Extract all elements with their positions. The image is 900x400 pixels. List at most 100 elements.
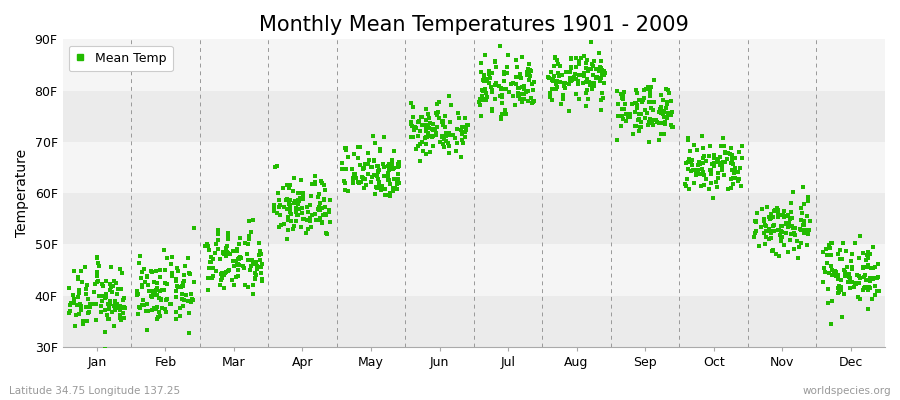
Point (150, 292, 165, 299)
Point (425, 134, 439, 141)
Point (658, 118, 672, 125)
Point (562, 75, 577, 81)
Point (284, 202, 298, 208)
Point (138, 302, 152, 308)
Point (793, 204, 807, 211)
Point (643, 93, 657, 100)
Point (685, 157, 699, 164)
Point (322, 207, 337, 214)
Point (711, 175, 725, 182)
Point (665, 124, 680, 130)
Point (88, 281, 103, 288)
Point (276, 221, 291, 228)
Point (311, 216, 326, 223)
Point (370, 173, 384, 179)
Point (572, 78, 586, 84)
Point (185, 296, 200, 303)
Point (106, 283, 121, 289)
Point (772, 232, 787, 238)
Point (338, 186, 352, 193)
Point (288, 218, 302, 224)
Point (240, 250, 255, 257)
Point (223, 251, 238, 257)
Point (102, 304, 116, 311)
Point (267, 206, 282, 212)
Bar (62, 91, 885, 142)
Point (832, 290, 846, 296)
Point (800, 193, 814, 200)
Point (420, 130, 435, 136)
Point (632, 111, 646, 117)
Point (594, 75, 608, 81)
Point (413, 114, 428, 120)
Point (426, 133, 440, 139)
Point (576, 72, 590, 78)
Point (572, 72, 586, 78)
Point (764, 214, 778, 221)
Point (186, 225, 201, 231)
Point (430, 124, 445, 130)
Point (454, 136, 469, 143)
Point (689, 147, 704, 154)
Point (598, 71, 612, 78)
Point (853, 233, 868, 239)
Point (563, 78, 578, 84)
Point (212, 256, 227, 262)
Point (155, 287, 169, 294)
Point (319, 187, 333, 193)
Point (140, 308, 154, 314)
Point (513, 74, 527, 80)
Point (284, 210, 298, 217)
Point (834, 314, 849, 321)
Point (289, 204, 303, 211)
Point (140, 301, 155, 307)
Point (716, 172, 731, 178)
Point (318, 204, 332, 210)
Point (616, 93, 630, 100)
Point (381, 177, 395, 184)
Point (79, 304, 94, 310)
Point (817, 265, 832, 272)
Point (308, 172, 322, 179)
Point (425, 133, 439, 140)
Point (828, 269, 842, 276)
Point (294, 204, 309, 211)
Point (309, 217, 323, 223)
Point (371, 163, 385, 170)
Point (494, 115, 508, 122)
Point (460, 122, 474, 129)
Point (95, 297, 110, 304)
Point (688, 169, 703, 176)
Point (140, 326, 155, 333)
Point (436, 144, 451, 151)
Point (553, 78, 567, 85)
Point (856, 250, 870, 256)
Point (721, 186, 735, 192)
Point (598, 70, 612, 76)
Point (731, 169, 745, 175)
Point (113, 317, 128, 323)
Point (579, 78, 593, 85)
Point (246, 290, 260, 297)
Point (832, 255, 847, 262)
Point (495, 100, 509, 106)
Point (375, 182, 390, 189)
Point (508, 74, 523, 80)
Point (494, 111, 508, 117)
Point (824, 321, 838, 328)
Point (430, 112, 445, 118)
Point (774, 222, 788, 229)
Point (187, 279, 202, 285)
Point (382, 177, 396, 183)
Point (649, 116, 663, 123)
Point (304, 193, 319, 199)
Point (208, 250, 222, 256)
Point (216, 249, 230, 256)
Point (623, 113, 637, 120)
Point (441, 140, 455, 147)
Point (656, 111, 670, 117)
Point (484, 89, 499, 96)
Point (377, 172, 392, 179)
Point (381, 163, 395, 170)
Point (499, 106, 513, 113)
